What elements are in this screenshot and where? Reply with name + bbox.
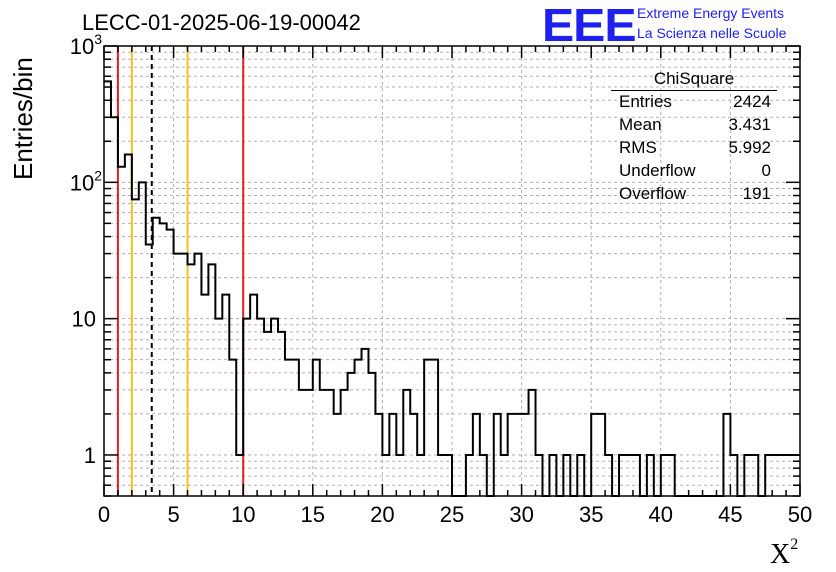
histogram-bin — [355, 360, 362, 496]
stats-divider — [611, 90, 777, 91]
histogram-bin — [111, 117, 118, 496]
histogram-bin — [194, 254, 201, 496]
stats-key: Overflow — [619, 184, 687, 203]
x-tick-label: 50 — [788, 502, 812, 527]
histogram-bin — [285, 360, 292, 496]
stats-key: Mean — [619, 115, 662, 134]
x-tick-label: 35 — [579, 502, 603, 527]
histogram-bin — [167, 230, 174, 496]
y-tick-label: 1 — [84, 443, 96, 468]
x-tick-label: 0 — [98, 502, 110, 527]
y-tick-label: 103 — [70, 31, 102, 59]
histogram-bin — [424, 360, 431, 496]
stats-row-overflow: Overflow 191 — [619, 184, 771, 206]
x-tick-label: 45 — [718, 502, 742, 527]
histogram-bin — [431, 360, 438, 496]
stats-row-mean: Mean 3.431 — [619, 115, 771, 137]
x-tick-label: 10 — [231, 502, 255, 527]
stats-key: RMS — [619, 138, 657, 157]
x-tick-label: 25 — [440, 502, 464, 527]
logo-mark: EEE — [542, 0, 637, 51]
x-tick-label: 30 — [509, 502, 533, 527]
histogram-bin — [174, 254, 181, 496]
histogram-bin — [104, 81, 111, 496]
x-axis-label-superscript: 2 — [790, 536, 799, 553]
logo-line-2: La Scienza nelle Scuole — [637, 25, 787, 41]
x-tick-label: 15 — [301, 502, 325, 527]
stats-value: 2424 — [733, 92, 771, 111]
histogram-bin — [348, 373, 355, 496]
x-axis-label-base: X — [770, 539, 791, 570]
histogram-bin — [313, 360, 320, 496]
logo-line-1: Extreme Energy Events — [637, 5, 785, 21]
histogram-bin — [362, 349, 369, 496]
histogram-bin — [257, 319, 264, 496]
stats-box: ChiSquare Entries 2424 Mean 3.431 RMS 5.992 Un… — [611, 66, 777, 206]
stats-row-rms: RMS 5.992 — [619, 138, 771, 160]
histogram-bin — [368, 373, 375, 496]
histogram-bin — [403, 390, 410, 496]
chart-title: LECC-01-2025-06-19-00042 — [82, 10, 361, 35]
x-tick-label: 20 — [370, 502, 394, 527]
histogram-bin — [271, 319, 278, 496]
histogram-bin — [153, 218, 160, 496]
stats-row-underflow: Underflow 0 — [619, 161, 771, 183]
stats-value: 0 — [761, 161, 771, 180]
histogram-bin — [181, 254, 188, 496]
stats-key: Entries — [619, 92, 672, 111]
histogram-bin — [327, 390, 334, 496]
histogram-bin — [529, 390, 536, 496]
y-tick-label: 10 — [72, 307, 96, 332]
x-tick-label: 40 — [649, 502, 673, 527]
histogram-bin — [306, 390, 313, 496]
histogram-bin — [229, 360, 236, 496]
stats-value: 191 — [742, 184, 771, 203]
histogram-bin — [139, 182, 146, 496]
histogram-bin — [215, 319, 222, 496]
stats-key: Underflow — [619, 161, 696, 180]
histogram-bin — [243, 319, 250, 496]
x-axis-label: X2 — [770, 536, 798, 571]
stats-value: 3.431 — [728, 115, 771, 134]
histogram-outline — [104, 80, 800, 497]
y-tick-label: 102 — [70, 167, 102, 195]
histogram-bin — [132, 199, 139, 496]
stats-title: ChiSquare — [653, 69, 735, 88]
histogram-bin — [292, 360, 299, 496]
stats-row-entries: Entries 2424 — [619, 92, 771, 114]
histogram-bin — [299, 390, 306, 496]
histogram-bin — [341, 390, 348, 496]
histogram-bin — [320, 390, 327, 496]
stats-value: 5.992 — [728, 138, 771, 157]
x-tick-label: 5 — [167, 502, 179, 527]
